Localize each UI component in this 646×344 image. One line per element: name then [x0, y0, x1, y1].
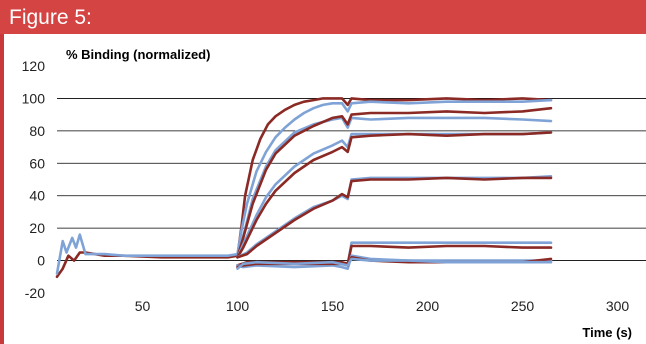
series-line-13	[236, 257, 553, 271]
y-tick-label: 0	[37, 253, 45, 269]
series-line-5	[236, 131, 553, 259]
series-line-7	[236, 175, 553, 259]
x-tick-label: 50	[135, 298, 151, 314]
y-tick-label: 60	[29, 155, 45, 171]
y-tick-label: 20	[29, 220, 45, 236]
series-line-1	[55, 97, 553, 279]
series-line-8	[236, 176, 553, 259]
y-axis-label: % Binding (normalized)	[66, 47, 210, 62]
x-axis-label: Time (s)	[582, 325, 632, 340]
figure-title: Figure 5:	[9, 6, 92, 29]
y-tick-label: 100	[22, 90, 46, 106]
y-tick-label: 120	[22, 58, 46, 74]
figure-header: Figure 5:	[0, 0, 646, 34]
x-tick-label: 250	[511, 298, 535, 314]
series-line-3	[236, 116, 553, 259]
x-tick-label: 100	[226, 298, 250, 314]
x-tick-label: 150	[321, 298, 345, 314]
x-tick-label: 200	[416, 298, 440, 314]
y-tick-label: -20	[25, 285, 45, 301]
y-tick-label: 80	[29, 123, 45, 139]
y-tick-label: 40	[29, 188, 45, 204]
series-line-2	[55, 98, 553, 275]
x-tick-label: 300	[606, 298, 630, 314]
series-line-4	[236, 106, 553, 259]
series-line-6	[236, 131, 553, 259]
